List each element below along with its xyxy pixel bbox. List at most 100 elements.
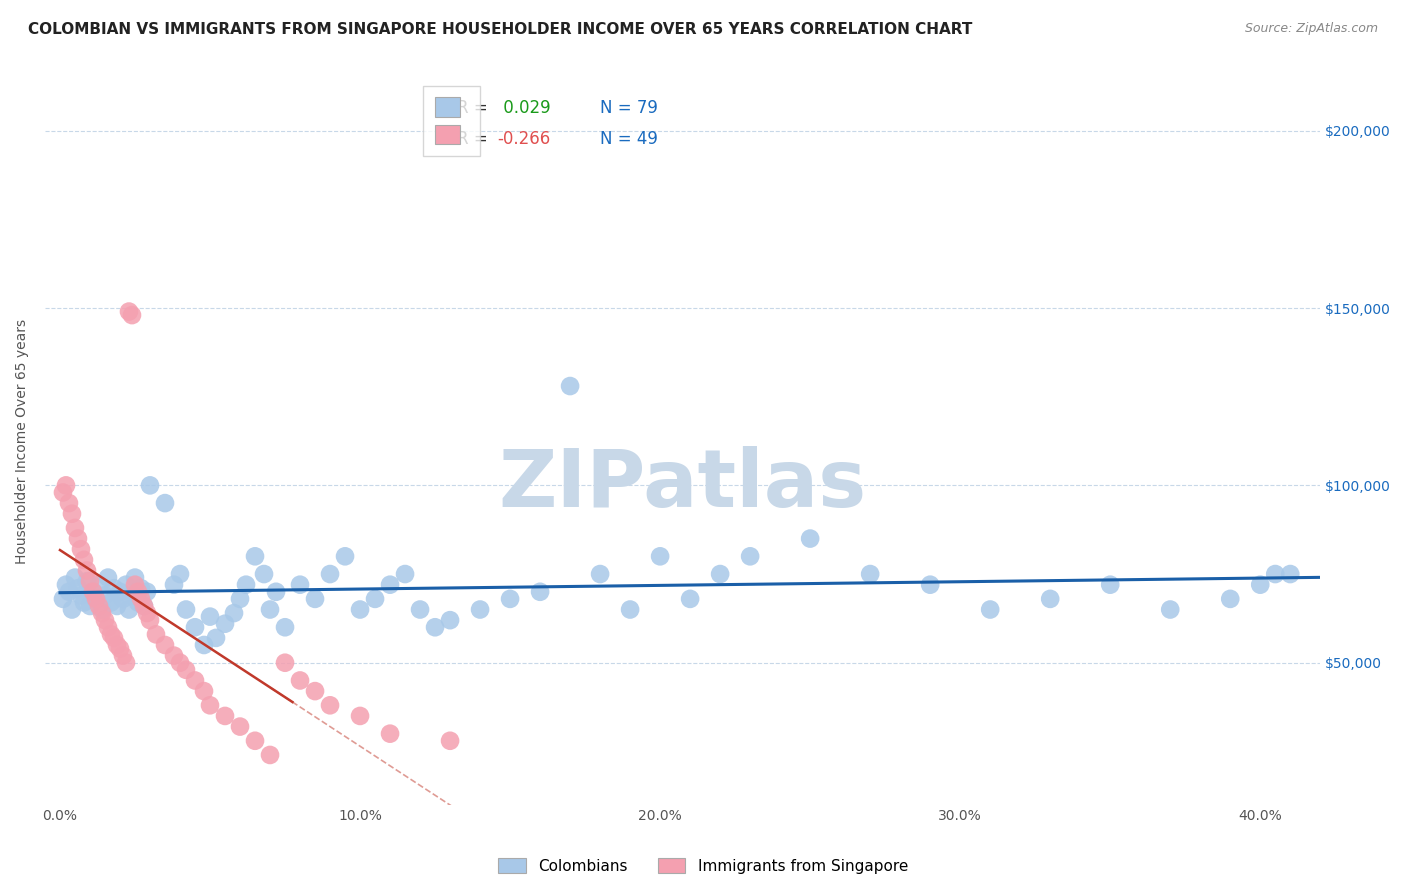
Point <box>1279 567 1302 582</box>
Point <box>73 595 96 609</box>
Point <box>288 577 311 591</box>
Point <box>184 673 207 688</box>
Point <box>468 602 491 616</box>
Point <box>409 602 432 616</box>
Text: N = 49: N = 49 <box>600 129 658 147</box>
Point <box>304 591 326 606</box>
Point <box>229 591 252 606</box>
Point <box>139 613 162 627</box>
Point <box>111 648 134 663</box>
Point <box>66 581 89 595</box>
Point <box>499 591 522 606</box>
Point <box>118 304 141 318</box>
Point <box>1099 577 1122 591</box>
Point <box>319 698 342 713</box>
Point <box>193 684 215 698</box>
Point <box>55 577 77 591</box>
Legend: Colombians, Immigrants from Singapore: Colombians, Immigrants from Singapore <box>492 852 914 880</box>
Point <box>319 567 342 582</box>
Point <box>132 599 155 613</box>
Point <box>394 567 416 582</box>
Point <box>529 584 551 599</box>
Point <box>378 727 401 741</box>
Text: ZIPatlas: ZIPatlas <box>499 446 866 524</box>
Point <box>105 599 128 613</box>
Point <box>193 638 215 652</box>
Point <box>235 577 257 591</box>
Point <box>127 595 149 609</box>
Point <box>153 496 176 510</box>
Point <box>259 747 281 762</box>
Point <box>91 602 114 616</box>
Point <box>94 613 117 627</box>
Point <box>253 567 276 582</box>
Point <box>100 595 122 609</box>
Point <box>100 627 122 641</box>
Point <box>118 602 141 616</box>
Point <box>70 542 93 557</box>
Point <box>229 720 252 734</box>
Point <box>82 584 104 599</box>
Point <box>222 606 245 620</box>
Point <box>558 379 581 393</box>
Point <box>198 609 221 624</box>
Point <box>205 631 228 645</box>
Point <box>198 698 221 713</box>
Point <box>184 620 207 634</box>
Point <box>214 709 236 723</box>
Point <box>169 567 191 582</box>
Point <box>364 591 387 606</box>
Point <box>378 577 401 591</box>
Point <box>84 591 107 606</box>
Point <box>97 571 120 585</box>
Point <box>1219 591 1241 606</box>
Point <box>124 571 146 585</box>
Point <box>58 496 80 510</box>
Text: N = 79: N = 79 <box>600 99 658 117</box>
Text: R =: R = <box>457 129 488 147</box>
Point <box>52 485 75 500</box>
Point <box>66 532 89 546</box>
Point <box>91 606 114 620</box>
Point <box>439 733 461 747</box>
Point <box>1249 577 1271 591</box>
Point <box>63 571 86 585</box>
Point <box>1039 591 1062 606</box>
Point <box>84 591 107 606</box>
Point <box>58 584 80 599</box>
Point <box>619 602 641 616</box>
Text: R =: R = <box>457 99 488 117</box>
Point <box>136 606 159 620</box>
Point <box>132 599 155 613</box>
Point <box>127 584 149 599</box>
Y-axis label: Householder Income Over 65 years: Householder Income Over 65 years <box>15 318 30 564</box>
Point <box>1264 567 1286 582</box>
Point <box>94 588 117 602</box>
Point <box>304 684 326 698</box>
Legend: , : , <box>423 86 479 156</box>
Point <box>63 521 86 535</box>
Point <box>82 584 104 599</box>
Point <box>799 532 821 546</box>
Point <box>589 567 612 582</box>
Point <box>73 553 96 567</box>
Point <box>349 709 371 723</box>
Point <box>76 574 98 589</box>
Point <box>740 549 762 564</box>
Point <box>79 599 101 613</box>
Point <box>121 588 143 602</box>
Point <box>264 584 287 599</box>
Point <box>97 620 120 634</box>
Point <box>145 627 167 641</box>
Point <box>679 591 702 606</box>
Point <box>288 673 311 688</box>
Point <box>920 577 942 591</box>
Point <box>163 648 186 663</box>
Point <box>129 581 152 595</box>
Point <box>174 663 197 677</box>
Point <box>105 638 128 652</box>
Text: -0.266: -0.266 <box>498 129 551 147</box>
Point <box>79 574 101 589</box>
Point <box>121 308 143 322</box>
Point <box>60 602 83 616</box>
